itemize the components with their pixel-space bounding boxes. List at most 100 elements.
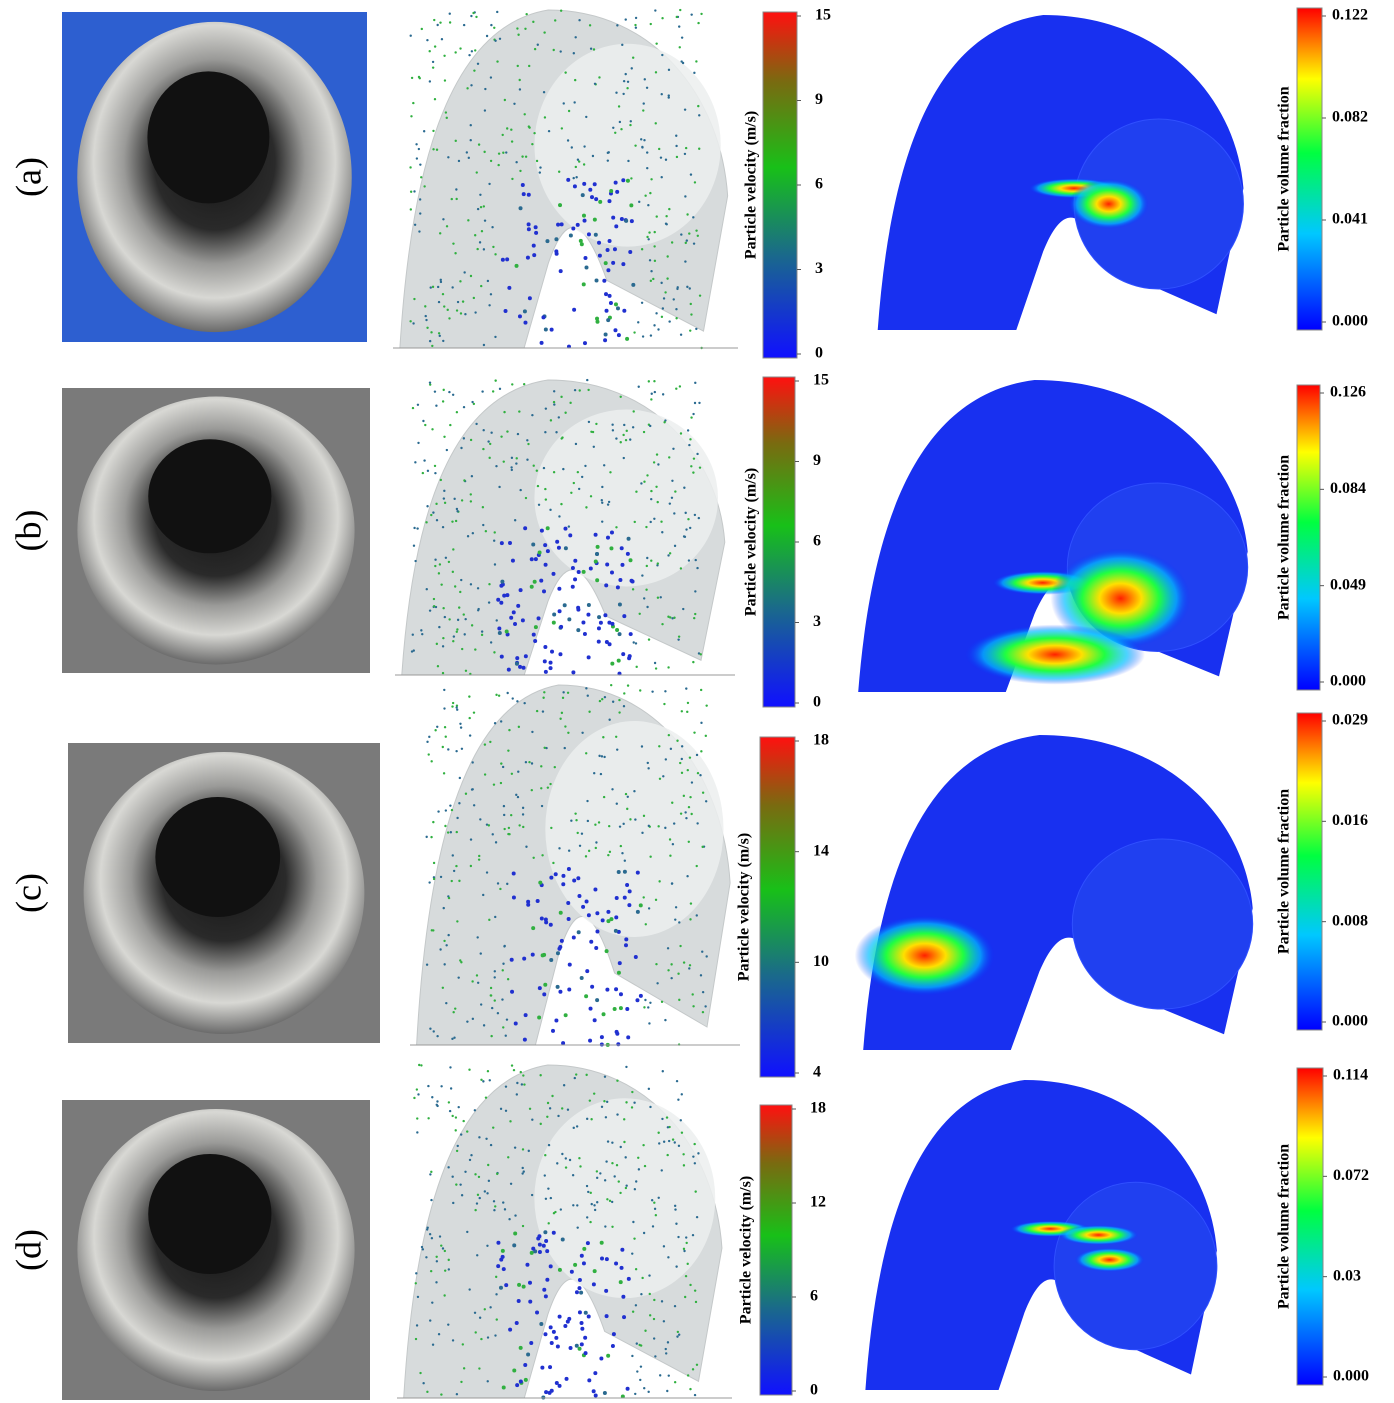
particle bbox=[437, 810, 439, 812]
particle bbox=[614, 132, 616, 134]
particle bbox=[425, 319, 427, 321]
particle bbox=[516, 1082, 518, 1084]
particle bbox=[617, 333, 621, 337]
particle bbox=[518, 410, 520, 412]
particle bbox=[470, 583, 472, 585]
particle bbox=[482, 448, 484, 450]
particle bbox=[523, 1083, 525, 1085]
particle bbox=[694, 514, 696, 516]
particle bbox=[587, 655, 591, 659]
particle bbox=[694, 1289, 696, 1291]
particle bbox=[702, 791, 704, 793]
particle bbox=[544, 1390, 548, 1394]
particle bbox=[527, 193, 531, 197]
particle bbox=[654, 1355, 656, 1357]
particle bbox=[634, 955, 638, 959]
particle bbox=[663, 421, 665, 423]
particle bbox=[490, 994, 492, 996]
particle bbox=[672, 843, 674, 845]
particle bbox=[687, 518, 689, 520]
particle bbox=[456, 920, 458, 922]
particle bbox=[664, 1019, 666, 1021]
particle bbox=[674, 490, 676, 492]
particle bbox=[614, 987, 618, 991]
particle bbox=[531, 1119, 533, 1121]
particle bbox=[448, 1101, 450, 1103]
particle bbox=[598, 821, 600, 823]
particle bbox=[682, 62, 684, 64]
particle bbox=[683, 487, 685, 489]
particle bbox=[525, 13, 527, 15]
particle bbox=[479, 241, 481, 243]
particle bbox=[516, 457, 518, 459]
particle bbox=[625, 1101, 627, 1103]
particle bbox=[572, 177, 574, 179]
particle bbox=[534, 557, 538, 561]
particle bbox=[658, 1197, 660, 1199]
particle bbox=[484, 773, 486, 775]
particle bbox=[447, 934, 449, 936]
particle bbox=[676, 156, 678, 158]
particle bbox=[490, 1035, 492, 1037]
particle bbox=[470, 124, 472, 126]
particle bbox=[643, 1232, 645, 1234]
particle bbox=[678, 921, 680, 923]
velocity-colorbar bbox=[763, 12, 797, 358]
particle bbox=[432, 1344, 434, 1346]
particle bbox=[459, 1183, 461, 1185]
particle bbox=[452, 1011, 454, 1013]
particle bbox=[602, 736, 604, 738]
particle bbox=[539, 579, 543, 583]
particle bbox=[623, 424, 625, 426]
particle bbox=[640, 482, 642, 484]
particle bbox=[594, 83, 596, 85]
particle bbox=[555, 252, 559, 256]
particle bbox=[547, 1102, 549, 1104]
particle bbox=[621, 1295, 625, 1299]
particle bbox=[574, 36, 576, 38]
particle bbox=[575, 443, 577, 445]
particle bbox=[675, 1223, 677, 1225]
particle bbox=[444, 79, 446, 81]
particle bbox=[523, 1038, 527, 1042]
particle bbox=[500, 720, 502, 722]
particle bbox=[580, 1321, 584, 1325]
particle bbox=[643, 431, 645, 433]
particle bbox=[414, 560, 416, 562]
particle bbox=[689, 287, 691, 289]
particle bbox=[423, 130, 425, 132]
particle bbox=[464, 633, 466, 635]
particle bbox=[429, 340, 431, 342]
particle bbox=[646, 236, 648, 238]
particle bbox=[455, 520, 457, 522]
particle bbox=[527, 227, 531, 231]
particle bbox=[432, 66, 434, 68]
particle bbox=[627, 537, 631, 541]
particle bbox=[486, 35, 488, 37]
particle bbox=[530, 585, 534, 589]
particle bbox=[429, 609, 431, 611]
particle bbox=[570, 492, 572, 494]
particle bbox=[659, 778, 661, 780]
particle bbox=[455, 140, 457, 142]
particle bbox=[496, 1241, 500, 1245]
particle bbox=[433, 878, 435, 880]
particle bbox=[561, 1153, 563, 1155]
particle bbox=[700, 974, 702, 976]
particle bbox=[496, 60, 498, 62]
particle bbox=[495, 841, 497, 843]
particle bbox=[466, 1231, 468, 1233]
particle bbox=[447, 309, 449, 311]
particle bbox=[695, 559, 697, 561]
particle bbox=[429, 381, 431, 383]
particle bbox=[627, 1277, 631, 1281]
particle bbox=[609, 1200, 611, 1202]
particle bbox=[646, 167, 648, 169]
particle bbox=[483, 1024, 485, 1026]
particle bbox=[576, 606, 580, 610]
particle bbox=[649, 521, 651, 523]
particle bbox=[429, 1028, 431, 1030]
particle bbox=[548, 130, 550, 132]
particle bbox=[634, 818, 636, 820]
particle bbox=[613, 328, 617, 332]
